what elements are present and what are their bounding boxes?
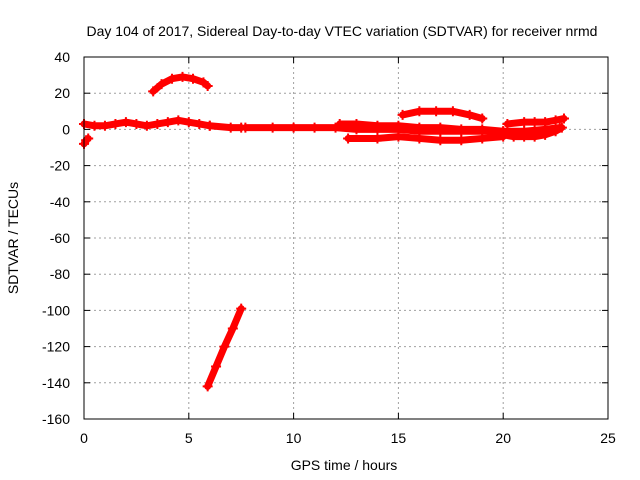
data-point — [99, 120, 110, 131]
data-point — [148, 86, 159, 97]
data-point — [204, 120, 215, 131]
data-point — [529, 131, 540, 142]
y-tick-label: 20 — [54, 85, 70, 101]
data-point — [414, 133, 425, 144]
data-point — [550, 126, 561, 137]
x-tick-label: 0 — [80, 430, 88, 446]
y-tick-label: -20 — [50, 158, 70, 174]
chart-title: Day 104 of 2017, Sidereal Day-to-day VTE… — [87, 23, 598, 39]
data-point — [202, 381, 213, 392]
data-point — [508, 131, 519, 142]
data-point — [131, 118, 142, 129]
data-point — [83, 133, 94, 144]
data-point — [219, 341, 230, 352]
y-tick-label: -60 — [50, 230, 70, 246]
series-arc-9 — [397, 106, 488, 124]
y-tick-label: -100 — [42, 302, 70, 318]
data-point — [89, 120, 100, 131]
tick-layer: 0 5 10 15 20 25 40 20 0 -20 -40 -60 -80 -100 -120 -140 -… — [42, 49, 616, 446]
x-tick-label: 20 — [495, 430, 511, 446]
data-point — [435, 135, 446, 146]
data-layer — [79, 71, 569, 392]
data-point — [267, 122, 278, 133]
series-arc-8 — [343, 131, 509, 146]
data-point — [162, 117, 173, 128]
data-point — [464, 109, 475, 120]
x-tick-label: 15 — [391, 430, 407, 446]
data-point — [477, 113, 488, 124]
data-point — [177, 71, 188, 82]
data-point — [194, 118, 205, 129]
data-point — [435, 122, 446, 133]
data-point — [540, 129, 551, 140]
data-point — [414, 106, 425, 117]
series-arc-7 — [334, 118, 509, 137]
data-point — [556, 122, 567, 133]
data-point — [81, 135, 92, 146]
x-tick-label: 10 — [286, 430, 302, 446]
data-point — [141, 120, 152, 131]
y-tick-label: 40 — [54, 49, 70, 65]
data-point — [152, 118, 163, 129]
data-point — [529, 117, 540, 128]
data-point — [431, 106, 442, 117]
data-point — [227, 323, 238, 334]
series-arc-2 — [79, 115, 215, 131]
data-point — [393, 120, 404, 131]
data-point — [447, 106, 458, 117]
data-point — [351, 118, 362, 129]
data-point — [372, 133, 383, 144]
data-point — [456, 124, 467, 135]
data-point — [236, 303, 247, 314]
series-arc-11 — [502, 113, 569, 129]
series-arc-3 — [148, 71, 213, 97]
data-point — [211, 361, 222, 372]
data-point — [173, 115, 184, 126]
data-point — [240, 122, 251, 133]
data-point — [343, 133, 354, 144]
y-tick-label: -40 — [50, 194, 70, 210]
data-point — [540, 117, 551, 128]
data-point — [456, 135, 467, 146]
x-tick-label: 5 — [185, 430, 193, 446]
y-tick-label: -120 — [42, 339, 70, 355]
data-point — [110, 118, 121, 129]
series-arc-10 — [498, 122, 567, 142]
data-point — [334, 118, 345, 129]
y-tick-label: -80 — [50, 266, 70, 282]
data-point — [187, 73, 198, 84]
data-point — [498, 129, 509, 140]
data-point — [519, 131, 530, 142]
data-point — [156, 79, 167, 90]
data-point — [120, 117, 131, 128]
data-point — [477, 124, 488, 135]
data-point — [519, 117, 530, 128]
series-arc-4 — [202, 303, 247, 392]
data-point — [414, 122, 425, 133]
data-point — [393, 131, 404, 142]
data-point — [225, 122, 236, 133]
data-point — [309, 122, 320, 133]
data-point — [558, 113, 569, 124]
data-point — [550, 115, 561, 126]
y-axis-label: SDTVAR / TECUs — [5, 182, 21, 294]
data-point — [183, 117, 194, 128]
data-point — [502, 118, 513, 129]
y-tick-label: -140 — [42, 375, 70, 391]
data-point — [397, 109, 408, 120]
y-tick-label: 0 — [62, 121, 70, 137]
data-point — [202, 80, 213, 91]
data-point — [372, 120, 383, 131]
y-tick-label: -160 — [42, 411, 70, 427]
series-line — [241, 124, 564, 135]
x-tick-label: 25 — [600, 430, 616, 446]
series-arc-5 — [204, 120, 247, 133]
data-point — [477, 133, 488, 144]
x-axis-label: GPS time / hours — [291, 457, 398, 473]
data-point — [288, 122, 299, 133]
data-point — [167, 73, 178, 84]
